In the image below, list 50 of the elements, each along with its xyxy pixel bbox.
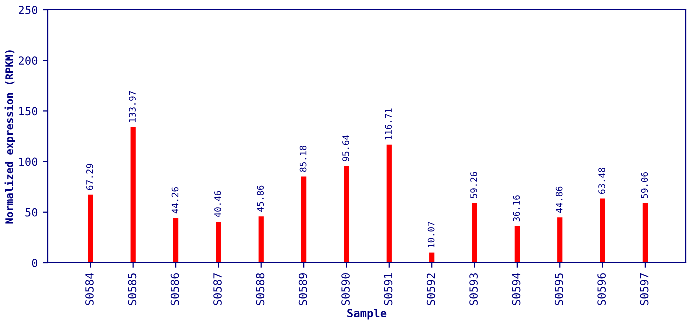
x-tick-label: S0587 [214,274,222,306]
data-label: 85.18 [300,146,307,172]
bar [600,198,606,263]
y-tick-label: 100 [20,158,38,166]
data-label: 59.26 [470,172,478,198]
y-tick-label: 50 [26,208,38,217]
bar [173,218,179,263]
y-tick-label: 150 [20,107,38,116]
y-tick-label: 200 [19,56,38,66]
data-label: 36.16 [513,196,520,222]
x-tick-label: S0594 [512,273,521,306]
y-tick-label: 250 [19,6,38,14]
data-label: 63.48 [598,168,606,194]
x-tick-label: S0584 [86,273,94,306]
x-axis-title: Sample [348,308,387,320]
data-label: 45.86 [257,186,264,212]
bar [514,226,520,263]
data-label: 10.07 [428,222,435,248]
x-tick-label: S0586 [170,273,180,306]
x-tick-label: S0589 [298,273,308,306]
bar [88,194,94,263]
bar [430,252,435,263]
y-tick-label: 0 [32,259,38,268]
bar [301,176,307,263]
y-axis-title: Normalized expression (RPKM) [4,50,16,224]
x-tick-label: S0585 [128,274,137,306]
data-label: 67.29 [86,164,94,190]
bar [472,203,478,263]
data-label: 40.46 [214,191,222,218]
data-label: 44.26 [172,187,179,214]
bar [344,166,350,263]
data-label: 116.71 [385,108,392,140]
data-label: 95.64 [342,135,350,162]
x-tick-label: S0595 [554,274,564,306]
x-tick-label: S0588 [256,273,265,306]
x-tick-label: S0590 [342,273,350,306]
x-tick-label: S0593 [470,274,478,306]
bar [130,127,136,263]
data-label: 44.86 [556,186,563,213]
bar [642,203,648,263]
bar [386,144,392,263]
x-tick-label: S0592 [426,274,436,306]
data-label: 59.06 [641,172,648,198]
bar [216,222,222,263]
bar [258,216,264,263]
x-tick-label: S0596 [598,273,606,306]
x-tick-label: S0597 [640,274,649,306]
data-label: 133.97 [129,91,136,122]
x-tick-label: S0591 [384,273,393,306]
bar [558,218,563,263]
